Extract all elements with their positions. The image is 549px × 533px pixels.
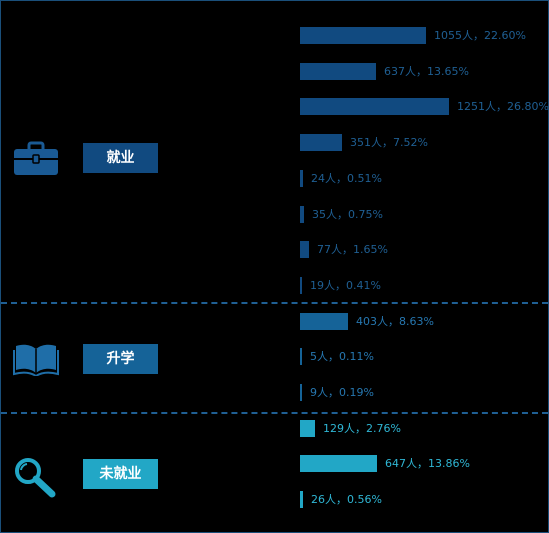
briefcase-icon <box>14 141 58 175</box>
group-divider-employed-study <box>1 302 548 304</box>
bar-data-label: 35人，0.75% <box>312 208 383 221</box>
bar-data-label: 403人，8.63% <box>356 315 434 328</box>
bar-further_study <box>300 348 302 365</box>
bar-data-label: 5人，0.11% <box>310 350 374 363</box>
bar-data-label: 1251人，26.80% <box>457 100 549 113</box>
open-book-icon <box>13 344 59 376</box>
bar-unemployed <box>300 455 377 472</box>
bar-data-label: 77人，1.65% <box>317 243 388 256</box>
bar-data-label: 9人，0.19% <box>310 386 374 399</box>
bar-employed <box>300 63 376 80</box>
bar-employed <box>300 206 304 223</box>
bar-data-label: 129人，2.76% <box>323 422 401 435</box>
bar-employed <box>300 134 342 151</box>
bar-data-label: 351人，7.52% <box>350 136 428 149</box>
group-label-further-study: 升学 <box>83 344 158 374</box>
bar-data-label: 647人，13.86% <box>385 457 470 470</box>
bar-further_study <box>300 313 348 330</box>
group-divider-study-unemployed <box>1 412 548 414</box>
bar-employed <box>300 241 309 258</box>
bar-employed <box>300 277 302 294</box>
bar-data-label: 19人，0.41% <box>310 279 381 292</box>
magnifier-icon <box>15 458 56 498</box>
bar-data-label: 1055人，22.60% <box>434 29 526 42</box>
bar-unemployed <box>300 420 315 437</box>
group-label-unemployed: 未就业 <box>83 459 158 489</box>
bar-data-label: 637人，13.65% <box>384 65 469 78</box>
bar-unemployed <box>300 491 303 508</box>
group-label-employed: 就业 <box>83 143 158 173</box>
bar-data-label: 24人，0.51% <box>311 172 382 185</box>
bar-employed <box>300 98 449 115</box>
bar-employed <box>300 170 303 187</box>
bar-further_study <box>300 384 302 401</box>
bar-data-label: 26人，0.56% <box>311 493 382 506</box>
bar-employed <box>300 27 426 44</box>
